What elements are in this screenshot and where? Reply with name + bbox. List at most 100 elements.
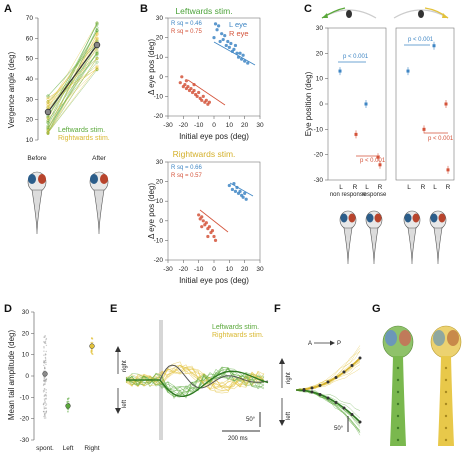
panel-d-spont-point	[45, 380, 47, 382]
panel-f-mean-point	[326, 380, 330, 384]
panel-d-spont-point	[45, 350, 47, 353]
panel-c-fish-2-icon	[365, 210, 383, 265]
panel-c: C 30 20 10 0 -10 -20 -30 Eye position (deg) p …	[304, 3, 455, 265]
panel-c-ytick-label: 20	[316, 50, 324, 57]
panel-a-ytick-label: 10	[26, 137, 34, 144]
panel-d-left-point	[66, 401, 69, 403]
panel-d-left-point	[67, 400, 70, 403]
panel-d-spont-point	[43, 341, 45, 343]
panel-c-group-nonresponse: non response	[330, 192, 367, 198]
panel-d-right-point	[90, 337, 93, 339]
panel-e-stim-bar	[159, 320, 163, 440]
panel-b-point	[238, 189, 242, 193]
panel-b-point	[220, 32, 224, 36]
panel-d-right-point	[91, 341, 94, 344]
panel-c-point	[338, 69, 342, 73]
panel-c-fish-4-icon	[429, 210, 447, 265]
panel-a-point-before	[46, 126, 50, 130]
panel-d-spont-point	[43, 410, 45, 413]
panel-f-down-arrow-icon	[279, 398, 285, 426]
panel-b-xtick-label: -20	[179, 266, 189, 273]
panel-b-r-right-top: R sq = 0.75	[171, 29, 203, 35]
panel-b-point	[226, 39, 230, 44]
panel-f-mean-point	[350, 413, 354, 416]
panel-e-down-arrow-icon	[115, 388, 121, 414]
panel-b-bottom-points	[197, 181, 248, 242]
panel-d-ytick-label: -10	[20, 394, 30, 401]
panel-f-traces	[295, 345, 362, 436]
panel-b-point	[201, 94, 205, 98]
panel-e-trace	[125, 367, 265, 390]
panel-c-xtick-label: R	[378, 184, 383, 191]
panel-f-ap-arrow-icon	[314, 340, 335, 346]
panel-e: E Leftwards stim. Rightwards stim. right…	[110, 303, 269, 442]
panel-d-xtick-label: Right	[84, 445, 99, 452]
panel-d-ytick-label: 20	[22, 330, 30, 337]
panel-a-fish-before-icon	[27, 171, 47, 235]
panel-c-right-frame	[395, 27, 455, 181]
panel-a-legend-right: Rightwards stim.	[58, 135, 110, 142]
panel-c-fish-3-icon	[403, 210, 421, 265]
panel-a-point-before	[46, 119, 50, 122]
panel-d-spont-point	[42, 384, 45, 387]
panel-b-ytick-label: -10	[154, 237, 164, 244]
panel-b-ytick-label: -20	[154, 113, 164, 120]
panel-a-point-before	[46, 106, 50, 109]
panel-a-point-after	[95, 21, 99, 25]
panel-b-point	[221, 37, 225, 42]
panel-f-axis-a: A	[308, 341, 312, 347]
panel-d-spont-point	[44, 382, 46, 384]
panel-c-ytick-label: -10	[314, 126, 324, 133]
panel-e-right-label: right	[122, 360, 128, 372]
panel-f-mean-point	[310, 386, 314, 390]
panel-b-ytick-label: 10	[156, 54, 164, 61]
panel-b-point	[232, 47, 236, 51]
panel-g-fish-yellow-icon	[430, 325, 462, 446]
panel-d-ytick-label: -20	[20, 416, 30, 423]
panel-b-point	[207, 100, 211, 104]
panel-b-r-left-top: R sq = 0.46	[171, 21, 203, 27]
panel-d-spont-point	[43, 406, 45, 408]
panel-b-point	[200, 225, 204, 229]
panel-d-spont-point	[43, 376, 45, 378]
panel-d-yticks: 30 20 10 0 -10 -20 -30	[20, 309, 34, 444]
panel-a-ytick-label: 70	[26, 15, 34, 22]
panel-a-mean-after	[93, 41, 101, 49]
panel-a-fish-line	[47, 51, 98, 128]
panel-a-ytick-label: 20	[26, 117, 34, 124]
panel-g-fish-green-icon	[382, 325, 414, 446]
panel-b-point	[192, 88, 196, 93]
panel-a-legend-left: Leftwards stim.	[58, 127, 105, 134]
panel-b-letter: B	[140, 3, 148, 15]
panel-b-ytick-label: -10	[154, 93, 164, 100]
panel-a-ylabel: Vergence angle (deg)	[7, 51, 16, 128]
panel-d-spont-point	[43, 361, 45, 364]
panel-f-trace	[295, 361, 361, 391]
panel-f-mean-point	[334, 376, 338, 379]
panel-a-fish-line	[47, 23, 98, 108]
panel-b-point	[238, 51, 242, 55]
panel-c-fish-1-icon	[339, 210, 357, 265]
panel-d-spont-point	[43, 350, 45, 352]
panel-a-fish-line	[47, 67, 98, 133]
panel-b-ytick-label: -20	[154, 257, 164, 264]
panel-d-spont-point	[42, 403, 45, 406]
panel-b-xtick-label: 10	[226, 266, 234, 273]
panel-b-ytick-label: 0	[159, 218, 163, 225]
panel-b-point	[229, 41, 233, 46]
panel-b-top-ylabel: Δ eye pos (deg)	[147, 39, 156, 95]
panel-d-spont-point	[43, 346, 45, 348]
panel-b: B Leftwards stim. R sq = 0.46 R sq = 0.7…	[140, 3, 264, 285]
panel-b-bottom-xlabel: Initial eye pos (deg)	[179, 276, 249, 285]
panel-c-ytick-label: 10	[316, 76, 324, 83]
panel-d-xticks: spont. Left Right	[36, 445, 100, 452]
panel-c-ylabel: Eye position (deg)	[304, 71, 313, 136]
panel-d-ytick-label: 30	[22, 309, 30, 316]
panel-b-point	[204, 98, 208, 102]
panel-b-point	[201, 219, 205, 223]
panel-b-point	[200, 215, 204, 219]
panel-f-up-arrow-icon	[279, 358, 285, 388]
panel-c-p3: p < 0.001	[408, 37, 434, 43]
panel-d-spont-point	[45, 391, 47, 394]
